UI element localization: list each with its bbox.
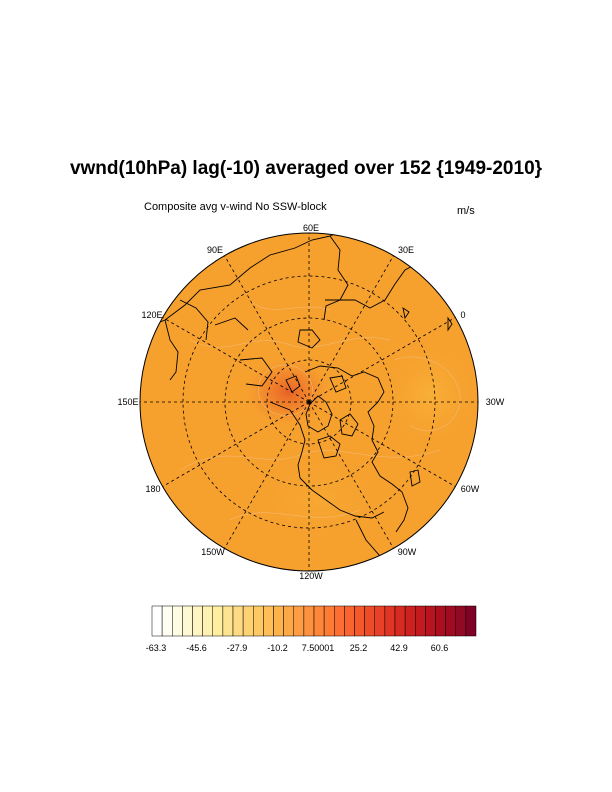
colorbar-box: [192, 605, 203, 637]
lon-label-30e: 30E: [397, 245, 415, 255]
units-label: m/s: [457, 205, 475, 217]
graticule: [140, 233, 478, 571]
colorbar: [151, 605, 477, 637]
lon-label-0: 0: [460, 310, 466, 320]
field-maximum: [243, 356, 333, 428]
colorbar-box: [253, 605, 264, 637]
colorbar-box: [242, 605, 254, 637]
colorbar-box: [465, 605, 477, 637]
colorbar-tick-label: 60.6: [430, 643, 449, 653]
colorbar-box: [323, 605, 335, 637]
colorbar-box: [161, 605, 173, 637]
lon-label-120e: 120E: [141, 310, 163, 320]
colorbar-box: [263, 605, 274, 637]
colorbar-tick-label: 7.50001: [301, 643, 335, 653]
colorbar-box: [202, 605, 213, 637]
colorbar-box: [303, 605, 315, 637]
colorbar-box: [435, 605, 446, 637]
contour-lines: [179, 299, 461, 521]
colorbar-box: [344, 605, 355, 637]
colorbar-box: [172, 605, 183, 637]
colorbar-tick-label: -63.3: [145, 643, 167, 653]
field-secondary: [375, 335, 478, 455]
field-secondary-south: [240, 450, 400, 550]
colorbar-box: [404, 605, 416, 637]
lon-label-150e: 150E: [117, 397, 139, 407]
colorbar-box: [394, 605, 406, 637]
lon-label-60e: 60E: [302, 223, 320, 233]
colorbar-box: [151, 605, 163, 637]
colorbar-box: [232, 605, 244, 637]
colorbar-box: [455, 605, 467, 637]
colorbar-box: [364, 605, 375, 637]
colorbar-tick-label: 25.2: [349, 643, 368, 653]
colorbar-box: [415, 605, 426, 637]
colorbar-box: [425, 605, 436, 637]
colorbar-box: [334, 605, 345, 637]
colorbar-box: [354, 605, 365, 637]
colorbar-box: [182, 605, 193, 637]
lon-label-90w: 90W: [397, 547, 417, 557]
left-subtitle: Composite avg v-wind No SSW-block: [144, 201, 327, 213]
colorbar-box: [212, 605, 224, 637]
colorbar-box: [222, 605, 234, 637]
plot-title: vwnd(10hPa) lag(-10) averaged over 152 {…: [69, 158, 543, 179]
lon-label-60w: 60W: [460, 484, 480, 494]
map-border: [139, 232, 479, 572]
colorbar-tick-label: 42.9: [390, 643, 408, 653]
lon-label-150w: 150W: [201, 547, 225, 557]
colorbar-box: [273, 605, 284, 637]
colorbar-tick-label: -27.9: [226, 643, 248, 653]
lon-label-120w: 120W: [299, 571, 323, 581]
colorbar-tick-label: -10.2: [267, 643, 288, 653]
colorbar-box: [445, 605, 456, 637]
colorbar-box: [293, 605, 305, 637]
colorbar-box: [313, 605, 325, 637]
lon-label-180: 180: [145, 484, 161, 494]
colorbar-box: [374, 605, 386, 637]
colorbar-box: [384, 605, 396, 637]
lon-label-30w: 30W: [485, 397, 505, 407]
lon-label-90e: 90E: [206, 245, 224, 255]
colorbar-box: [283, 605, 294, 637]
colorbar-tick-label: -45.6: [186, 643, 207, 653]
map-disk: [140, 233, 478, 571]
